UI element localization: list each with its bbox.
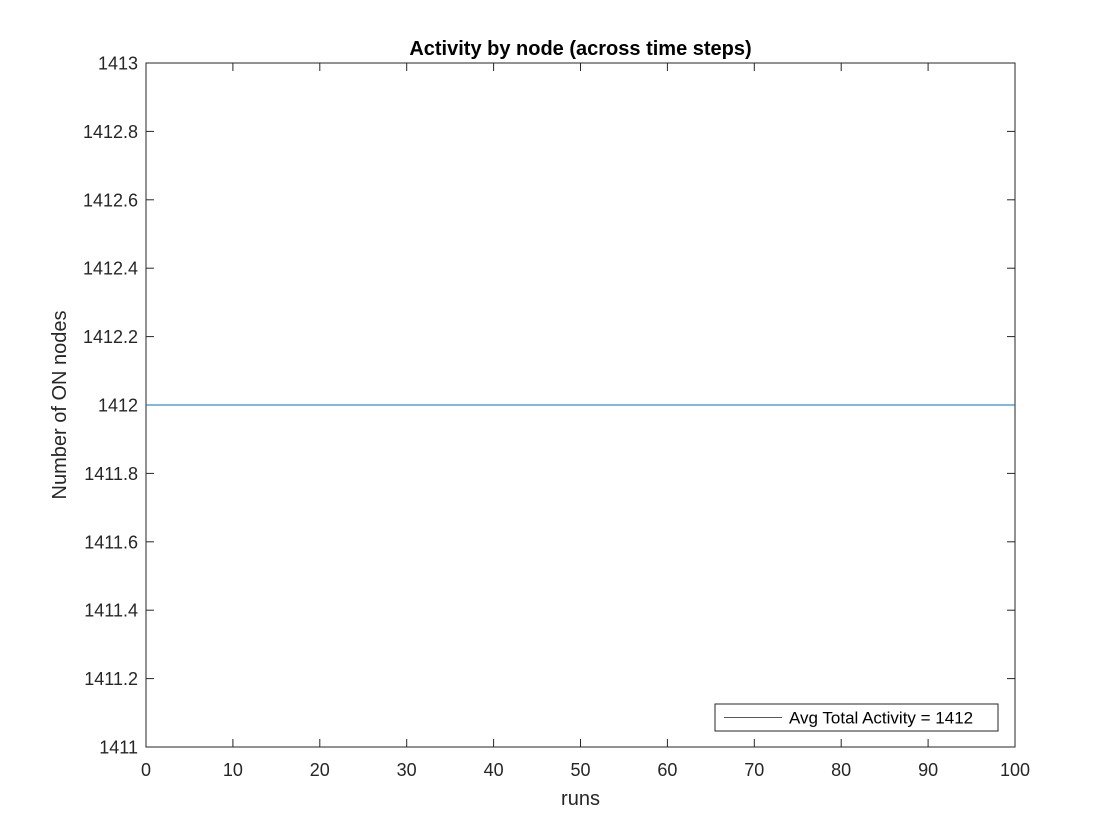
plot-area: 0 10 20 30 40 50 60 70 80 90 100 1411 1411.2 1411.4 14… xyxy=(83,54,1030,781)
x-tick-label: 90 xyxy=(918,760,938,780)
x-tick-label: 0 xyxy=(141,760,151,780)
legend: Avg Total Activity = 1412 xyxy=(714,703,999,732)
y-tick-label: 1411.6 xyxy=(84,532,138,552)
x-tick-label: 100 xyxy=(1000,760,1030,780)
y-tick-label: 1412.4 xyxy=(83,259,138,279)
y-tick-label: 1412.6 xyxy=(83,190,138,210)
x-tick-label: 70 xyxy=(744,760,764,780)
y-tick-label: 1411 xyxy=(99,738,138,758)
y-axis-label: Number of ON nodes xyxy=(49,311,71,500)
y-tick-label: 1412 xyxy=(98,396,138,416)
x-tick-label: 40 xyxy=(484,760,504,780)
x-axis-label: runs xyxy=(561,788,600,810)
y-tick-label: 1413 xyxy=(98,54,138,74)
y-tick-label: 1411.2 xyxy=(84,669,138,689)
chart-title: Activity by node (across time steps) xyxy=(409,38,751,60)
x-tick-label: 80 xyxy=(831,760,851,780)
y-tick-label: 1412.2 xyxy=(83,327,138,347)
y-tick-label: 1412.8 xyxy=(83,122,138,142)
y-tick-label: 1411.4 xyxy=(84,601,138,621)
x-tick-label: 50 xyxy=(570,760,590,780)
x-tick-label: 60 xyxy=(657,760,677,780)
legend-entry-label: Avg Total Activity = 1412 xyxy=(789,709,973,728)
ticks-layer: 0 10 20 30 40 50 60 70 80 90 100 1411 1411.2 1411.4 14… xyxy=(83,54,1030,781)
x-tick-label: 20 xyxy=(310,760,330,780)
x-tick-label: 10 xyxy=(223,760,243,780)
x-tick-label: 30 xyxy=(397,760,417,780)
y-tick-label: 1411.8 xyxy=(84,464,138,484)
